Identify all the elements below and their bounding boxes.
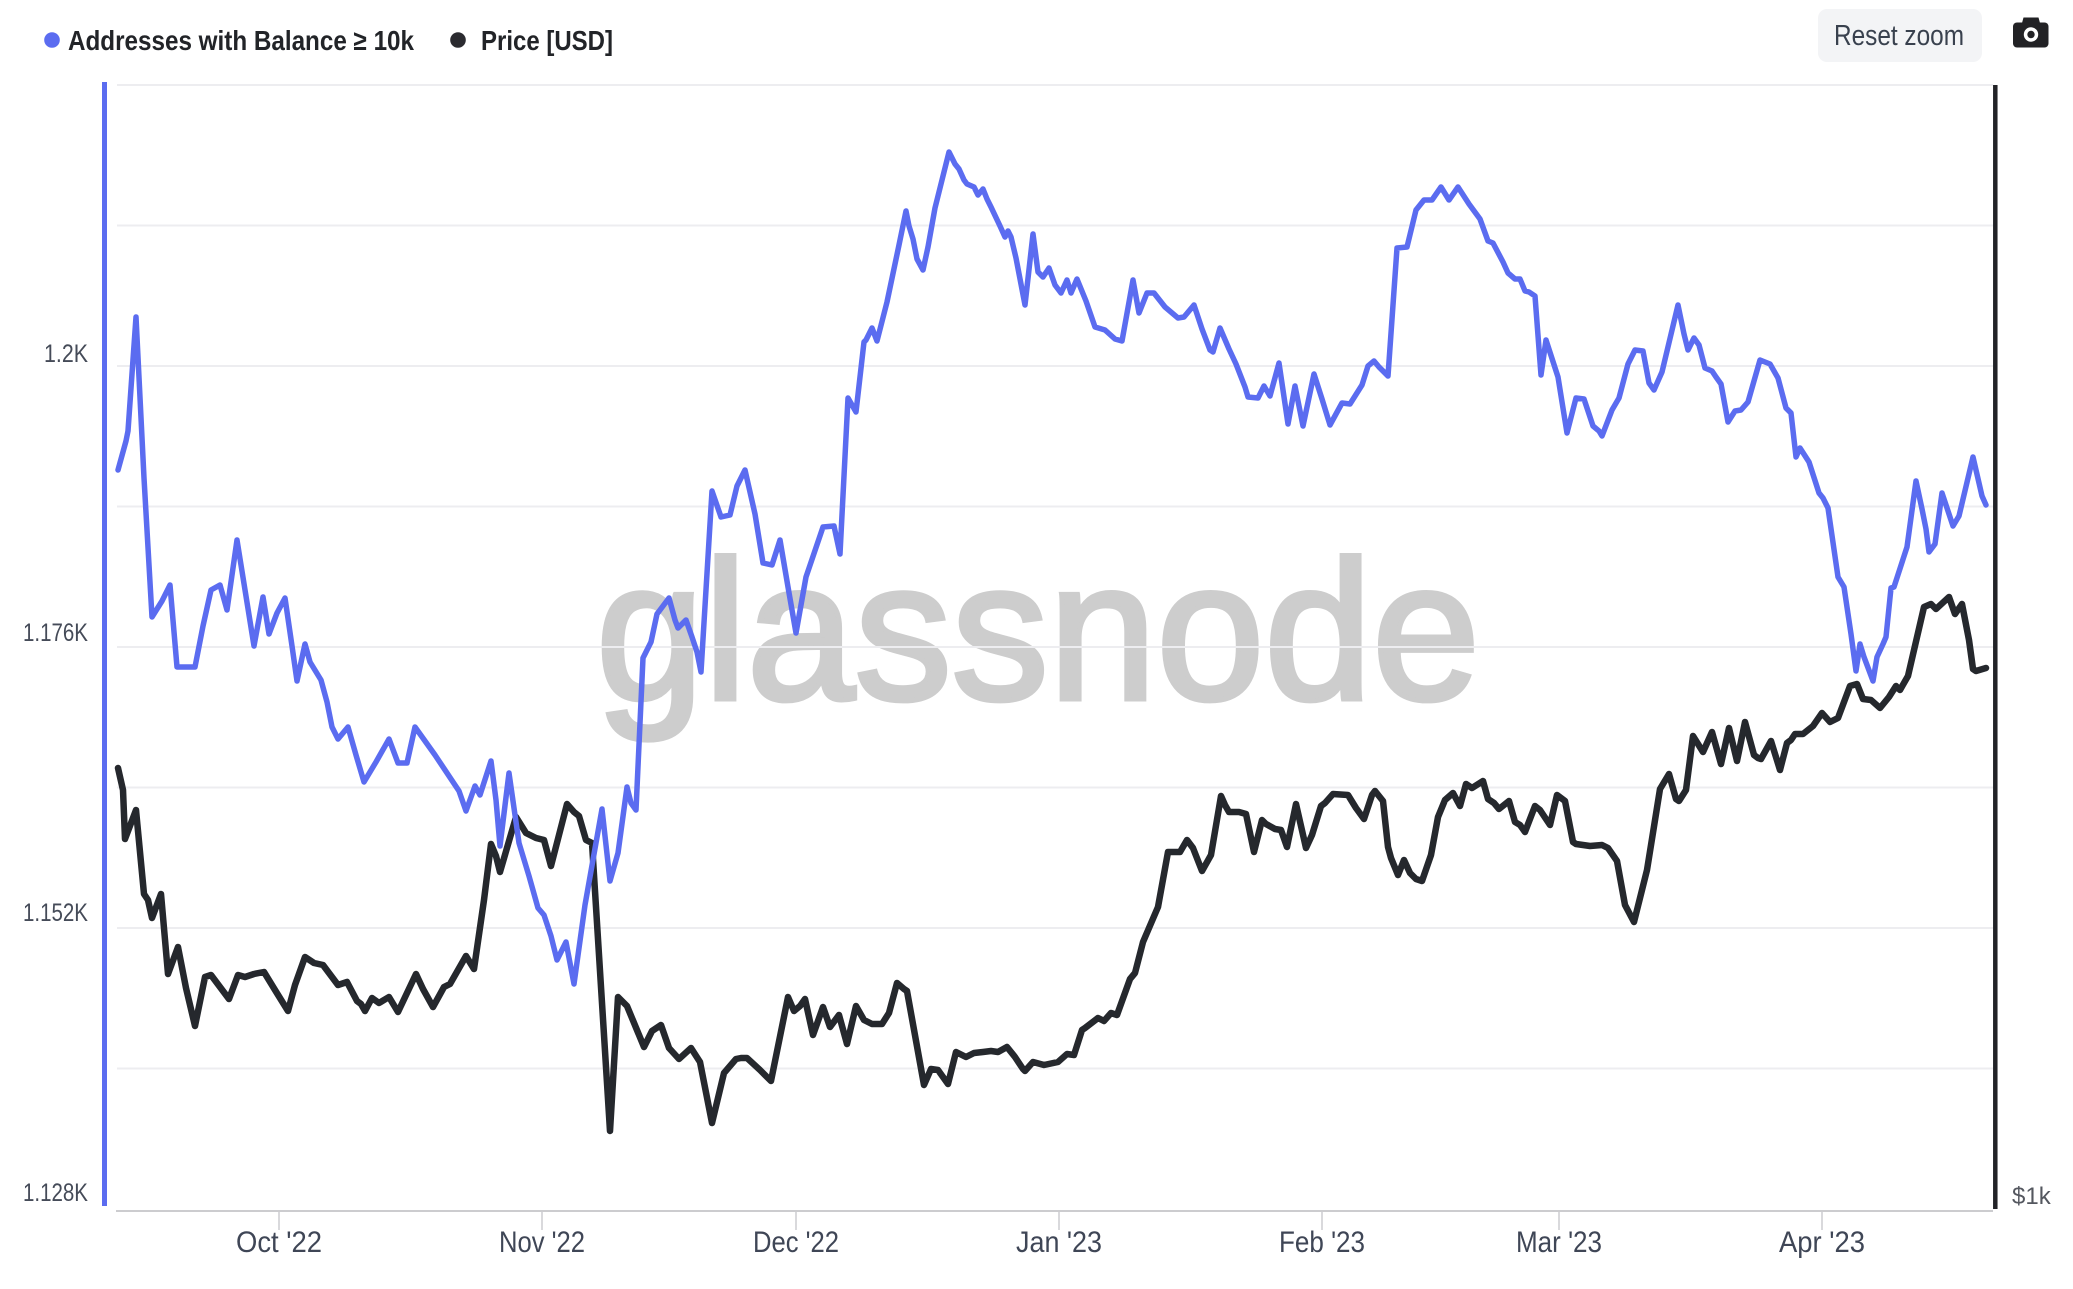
svg-text:$1k: $1k	[2012, 1183, 2052, 1210]
svg-text:Apr '23: Apr '23	[1779, 1226, 1865, 1259]
svg-text:Addresses with Balance ≥ 10k: Addresses with Balance ≥ 10k	[68, 25, 414, 56]
svg-text:1.2K: 1.2K	[44, 340, 88, 368]
svg-text:Oct '22: Oct '22	[236, 1226, 322, 1259]
svg-text:Price [USD]: Price [USD]	[481, 25, 613, 56]
svg-text:Mar '23: Mar '23	[1516, 1226, 1602, 1259]
svg-text:Feb '23: Feb '23	[1279, 1226, 1365, 1259]
svg-text:Dec '22: Dec '22	[753, 1226, 839, 1259]
svg-text:glassnode: glassnode	[596, 520, 1480, 741]
svg-text:1.152K: 1.152K	[23, 899, 88, 927]
svg-text:Reset zoom: Reset zoom	[1834, 20, 1964, 52]
svg-text:1.176K: 1.176K	[23, 619, 88, 647]
svg-text:Jan '23: Jan '23	[1016, 1226, 1102, 1259]
svg-text:1.128K: 1.128K	[23, 1179, 88, 1207]
svg-text:Nov '22: Nov '22	[499, 1226, 585, 1259]
